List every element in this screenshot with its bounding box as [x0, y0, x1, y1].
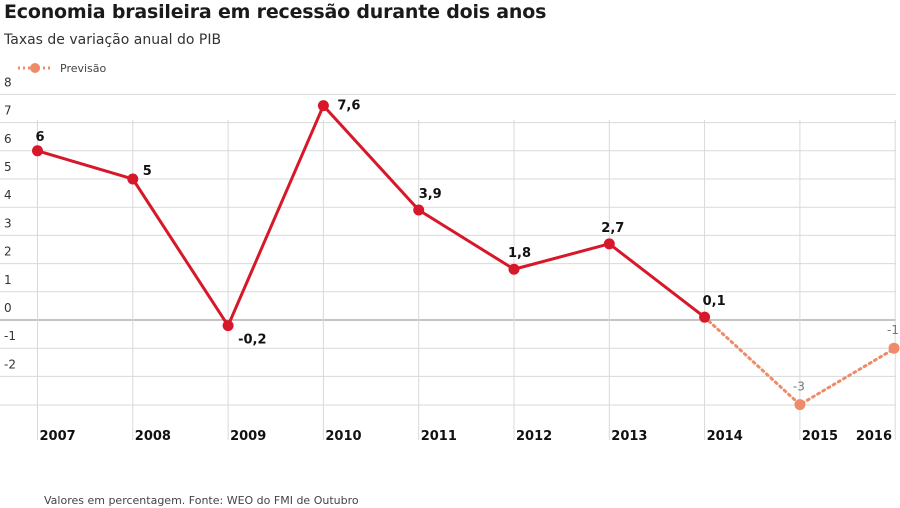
y-tick-label: -2 — [4, 357, 16, 371]
x-tick-label: 2012 — [516, 429, 552, 444]
data-label: 2,7 — [601, 221, 624, 236]
data-label: 3,9 — [419, 187, 442, 202]
data-label: -0,2 — [238, 333, 266, 348]
forecast-legend-icon — [18, 63, 52, 73]
y-tick-label: 7 — [4, 104, 12, 118]
y-tick-label: 8 — [4, 75, 12, 89]
data-label-forecast: -1 — [887, 323, 899, 337]
chart-subtitle: Taxas de variação anual do PIB — [4, 32, 222, 48]
x-tick-label: 2016 — [856, 429, 892, 444]
x-tick-label: 2007 — [40, 429, 76, 444]
footnote: Valores em percentagem. Fonte: WEO do FM… — [44, 494, 359, 507]
x-tick-label: 2013 — [611, 429, 647, 444]
x-tick-label: 2009 — [230, 429, 266, 444]
y-tick-label: 1 — [4, 273, 12, 287]
legend-label-forecast: Previsão — [60, 61, 107, 75]
x-tick-label: 2010 — [325, 429, 361, 444]
x-tick-label: 2011 — [421, 429, 457, 444]
y-tick-label: 5 — [4, 160, 12, 174]
data-point-actual — [699, 311, 711, 323]
x-tick-label: 2008 — [135, 429, 171, 444]
data-label: 0,1 — [703, 294, 726, 309]
chart-title: Economia brasileira em recessão durante … — [4, 1, 547, 23]
data-point-actual — [32, 145, 43, 157]
y-tick-label: -1 — [4, 329, 16, 343]
data-label: 6 — [36, 130, 45, 145]
y-tick-label: 4 — [4, 188, 12, 202]
data-label-forecast: -3 — [793, 380, 805, 394]
y-tick-label: 3 — [4, 216, 12, 230]
series-line-actual — [37, 104, 706, 328]
y-tick-label: 2 — [4, 245, 12, 259]
data-point-actual — [413, 204, 425, 216]
data-point-actual — [317, 100, 329, 112]
data-point-actual — [127, 173, 139, 185]
data-point-forecast — [888, 342, 900, 354]
y-tick-label: 6 — [4, 132, 12, 146]
x-tick-label: 2015 — [802, 429, 838, 444]
legend: Previsão — [16, 61, 106, 75]
data-point-forecast — [794, 399, 806, 411]
data-label: 7,6 — [337, 99, 360, 114]
data-point-actual — [508, 263, 520, 275]
data-point-actual — [603, 238, 615, 250]
data-label: 1,8 — [508, 246, 531, 261]
y-tick-label: 0 — [4, 301, 12, 315]
data-point-actual — [222, 320, 234, 332]
data-label: 5 — [143, 164, 152, 179]
x-tick-label: 2014 — [707, 429, 743, 444]
